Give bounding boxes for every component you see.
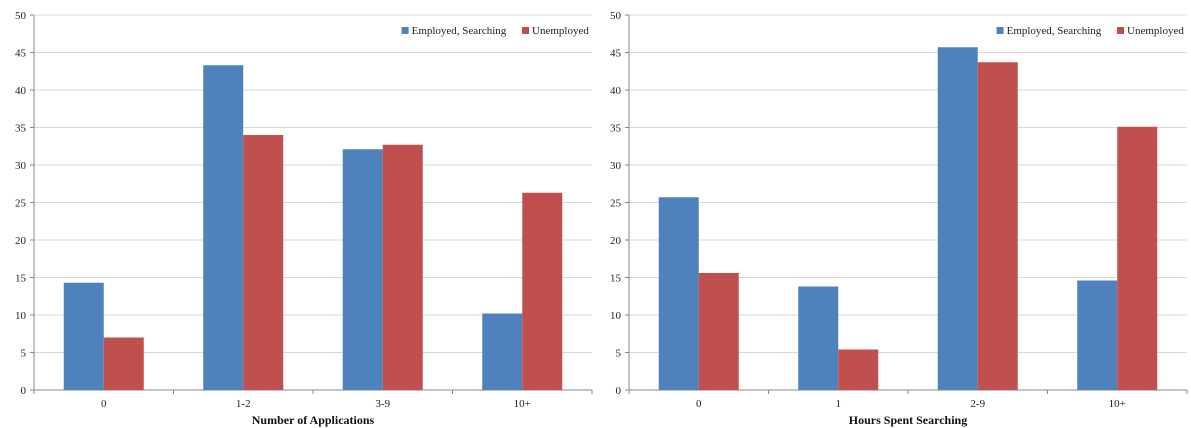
- x-tick-label: 10+: [514, 398, 531, 410]
- legend-swatch-unemployed: [522, 27, 529, 34]
- y-tick-label: 15: [610, 273, 622, 285]
- y-tick-label: 10: [15, 310, 27, 322]
- x-tick-label: 10+: [1109, 398, 1126, 410]
- bar-employed-searching: [63, 282, 104, 390]
- y-tick-label: 15: [15, 273, 27, 285]
- left-chart: 0 5 10 15 20 25 30 35 40 45 50 0 1-2 3-9 10+ Number of …: [15, 10, 593, 427]
- bar-unemployed: [838, 349, 879, 390]
- x-tick-label: 2-9: [970, 398, 985, 410]
- y-tick-label: 35: [15, 123, 27, 135]
- hours-bar-chart: 0 5 10 15 20 25 30 35 40 45 50 0 1 2-9 10+ Hours Spent …: [610, 10, 1188, 427]
- bar-employed-searching: [798, 286, 839, 390]
- x-tick-label: 1: [836, 398, 842, 410]
- y-tick-label: 25: [610, 198, 622, 210]
- x-tick-label: 3-9: [375, 398, 390, 410]
- y-tick-label: 35: [610, 123, 622, 135]
- bar-unemployed: [1117, 126, 1158, 390]
- y-tick-label: 50: [610, 10, 622, 22]
- y-tick-label: 5: [21, 348, 27, 360]
- bar-employed-searching: [203, 65, 244, 390]
- y-tick-label: 20: [15, 235, 27, 247]
- y-tick-label: 0: [616, 385, 622, 397]
- bar-employed-searching: [658, 197, 699, 390]
- x-axis-label: Hours Spent Searching: [849, 413, 967, 427]
- legend-label-employed-searching: Employed, Searching: [412, 25, 507, 37]
- legend-label-employed-searching: Employed, Searching: [1007, 25, 1102, 37]
- legend: Employed, Searching Unemployed: [401, 25, 589, 37]
- bar-employed-searching: [1077, 280, 1118, 390]
- bar-unemployed: [382, 144, 423, 390]
- y-tick-label: 45: [15, 48, 27, 60]
- legend-swatch-unemployed: [1117, 27, 1124, 34]
- applications-bar-chart: 0 5 10 15 20 25 30 35 40 45 50 0 1-2 3-9 10+ Number of …: [15, 10, 593, 427]
- x-tick-label: 0: [101, 398, 107, 410]
- y-tick-label: 25: [15, 198, 27, 210]
- y-tick-label: 0: [21, 385, 27, 397]
- bar-unemployed: [103, 337, 144, 390]
- bar-unemployed: [977, 62, 1018, 390]
- y-tick-label: 20: [610, 235, 622, 247]
- bar-unemployed: [243, 135, 284, 390]
- legend-label-unemployed: Unemployed: [532, 25, 589, 37]
- legend-swatch-employed-searching: [401, 27, 409, 34]
- bar-unemployed: [698, 273, 739, 390]
- x-axis-label: Number of Applications: [252, 413, 375, 427]
- bar-unemployed: [522, 192, 563, 390]
- y-tick-label: 45: [610, 48, 622, 60]
- y-tick-label: 40: [610, 85, 622, 97]
- bar-employed-searching: [937, 47, 978, 390]
- x-tick-label: 1-2: [236, 398, 251, 410]
- y-tick-label: 5: [616, 348, 622, 360]
- legend-swatch-employed-searching: [996, 27, 1004, 34]
- y-tick-label: 30: [15, 160, 27, 172]
- y-tick-label: 30: [610, 160, 622, 172]
- y-tick-label: 50: [15, 10, 27, 22]
- y-tick-label: 40: [15, 85, 27, 97]
- right-chart: 0 5 10 15 20 25 30 35 40 45 50 0 1 2-9 10+ Hours Spent …: [595, 0, 1191, 428]
- legend-label-unemployed: Unemployed: [1127, 25, 1184, 37]
- bar-employed-searching: [482, 313, 523, 390]
- x-tick-label: 0: [696, 398, 702, 410]
- y-tick-label: 10: [610, 310, 622, 322]
- bar-employed-searching: [342, 149, 383, 390]
- legend: Employed, Searching Unemployed: [996, 25, 1184, 37]
